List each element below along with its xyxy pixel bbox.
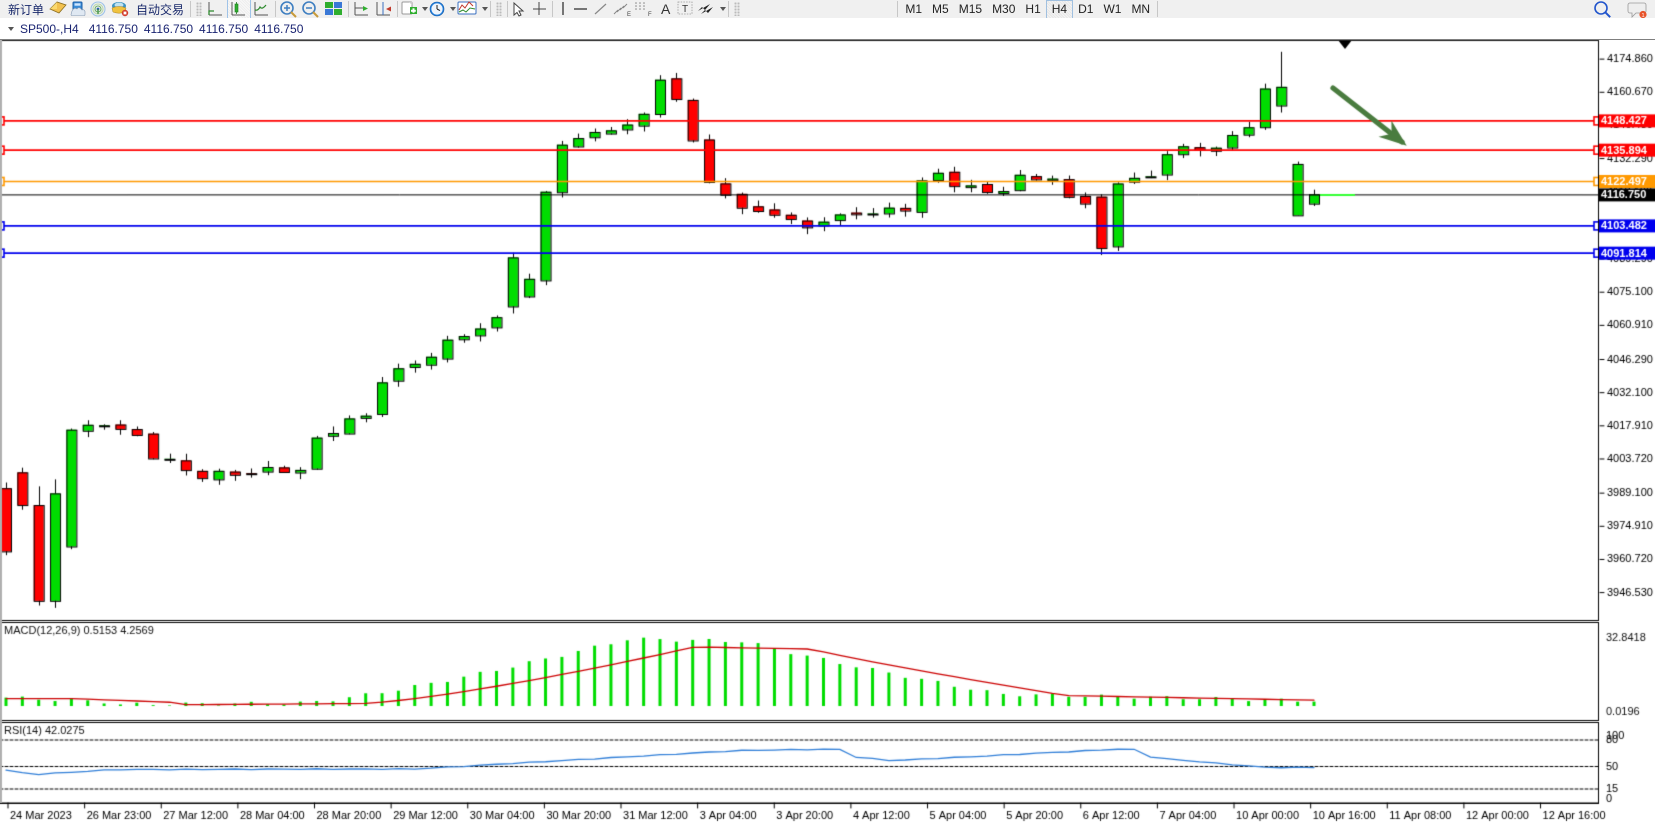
svg-text:T: T — [682, 4, 688, 15]
